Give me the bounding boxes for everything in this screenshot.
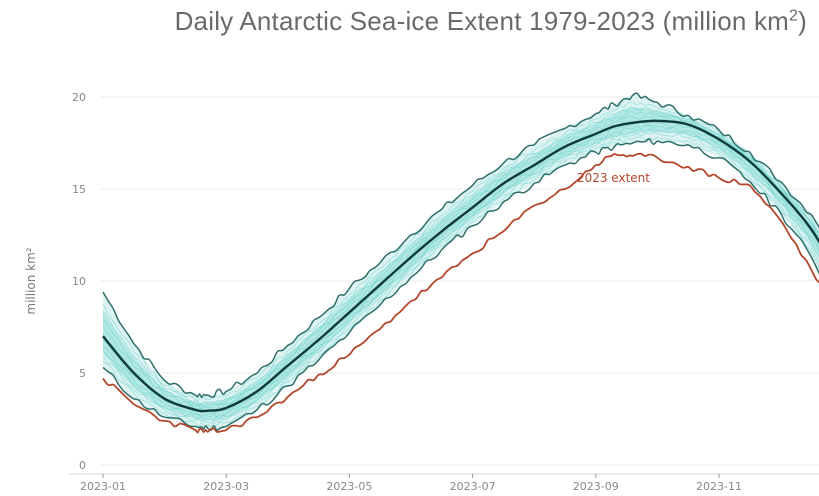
y-tick-label: 5 (79, 367, 86, 380)
chart-title: Daily Antarctic Sea-ice Extent 1979-2023… (0, 6, 819, 37)
series-max-line (102, 92, 819, 399)
gridlines (100, 96, 819, 466)
interquartile-band (103, 107, 819, 421)
historical-year-line (102, 129, 819, 421)
historical-year-line (102, 121, 819, 415)
x-tick-label: 2023-01 (80, 480, 126, 493)
x-axis: 2023-01 2023-03 2023-05 2023-07 2023-09 2023-… (68, 473, 819, 493)
historical-year-line (102, 136, 819, 427)
series-min-line (102, 138, 819, 432)
chart-title-superscript: 2 (789, 7, 799, 25)
x-tick-label: 2023-09 (573, 480, 619, 493)
series-lines (102, 92, 819, 434)
series-2023-line (102, 152, 819, 434)
annotation-2023-extent: 2023 extent (577, 171, 650, 185)
y-tick-label: 15 (72, 183, 86, 196)
historical-year-line (102, 106, 819, 405)
historical-year-line (102, 111, 819, 407)
historical-year-line (102, 124, 819, 418)
y-axis-ticks: 0 5 10 15 20 (72, 91, 86, 472)
series-mean-line (102, 119, 819, 413)
chart-title-close: ) (798, 6, 807, 36)
y-tick-label: 10 (72, 275, 86, 288)
y-tick-label: 0 (79, 459, 86, 472)
historical-year-line (102, 118, 819, 412)
historical-year-line (102, 132, 819, 424)
y-axis-label: million km² (24, 247, 38, 314)
x-tick-label: 2023-03 (203, 480, 249, 493)
chart-title-text: Daily Antarctic Sea-ice Extent 1979-2023… (174, 6, 790, 36)
x-tick-label: 2023-07 (450, 480, 496, 493)
x-tick-label: 2023-11 (696, 480, 742, 493)
y-tick-label: 20 (72, 91, 86, 104)
x-tick-label: 2023-05 (326, 480, 372, 493)
